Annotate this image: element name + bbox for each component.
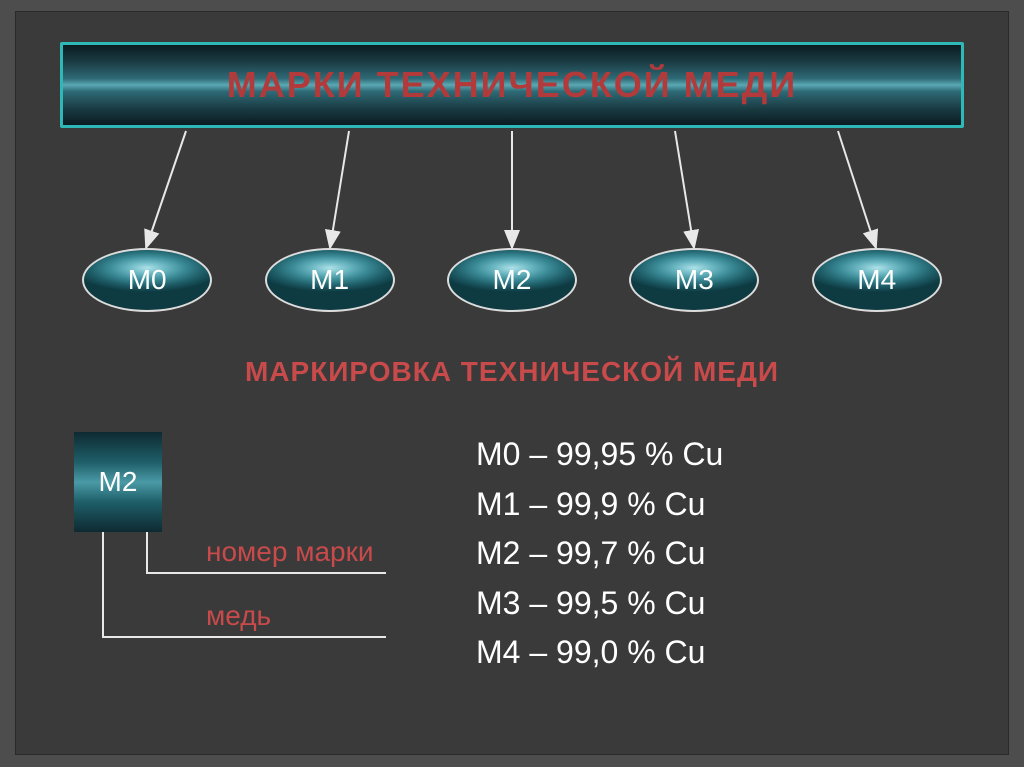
legend-hline — [146, 572, 386, 574]
legend-hline — [102, 636, 386, 638]
purity-row: М3 – 99,5 % Cu — [476, 579, 723, 629]
grade-node-М1: М1 — [265, 248, 395, 312]
title-text: МАРКИ ТЕХНИЧЕСКОЙ МЕДИ — [227, 64, 797, 106]
legend-label-copper: медь — [206, 600, 271, 632]
title-bar: МАРКИ ТЕХНИЧЕСКОЙ МЕДИ — [60, 42, 964, 128]
legend-sample-text: М2 — [99, 466, 138, 498]
purity-row: М2 – 99,7 % Cu — [476, 529, 723, 579]
subtitle: МАРКИРОВКА ТЕХНИЧЕСКОЙ МЕДИ — [16, 356, 1008, 388]
purity-list: М0 – 99,95 % CuМ1 – 99,9 % CuМ2 – 99,7 %… — [476, 430, 723, 678]
legend-sample-box: М2 — [74, 432, 162, 532]
legend-vline — [102, 532, 104, 636]
grade-node-М3: М3 — [629, 248, 759, 312]
grades-row: М0 М1 М2 М3 М4 — [16, 248, 1008, 312]
purity-row: М0 – 99,95 % Cu — [476, 430, 723, 480]
legend-label-number: номер марки — [206, 536, 374, 568]
grade-node-М2: М2 — [447, 248, 577, 312]
grade-node-М4: М4 — [812, 248, 942, 312]
legend-vline — [146, 532, 148, 572]
grade-node-М0: М0 — [82, 248, 212, 312]
purity-row: М1 – 99,9 % Cu — [476, 480, 723, 530]
purity-row: М4 – 99,0 % Cu — [476, 628, 723, 678]
slide: МАРКИ ТЕХНИЧЕСКОЙ МЕДИ М0 М1 М2 М3 М4 МАРКИР… — [16, 12, 1008, 754]
